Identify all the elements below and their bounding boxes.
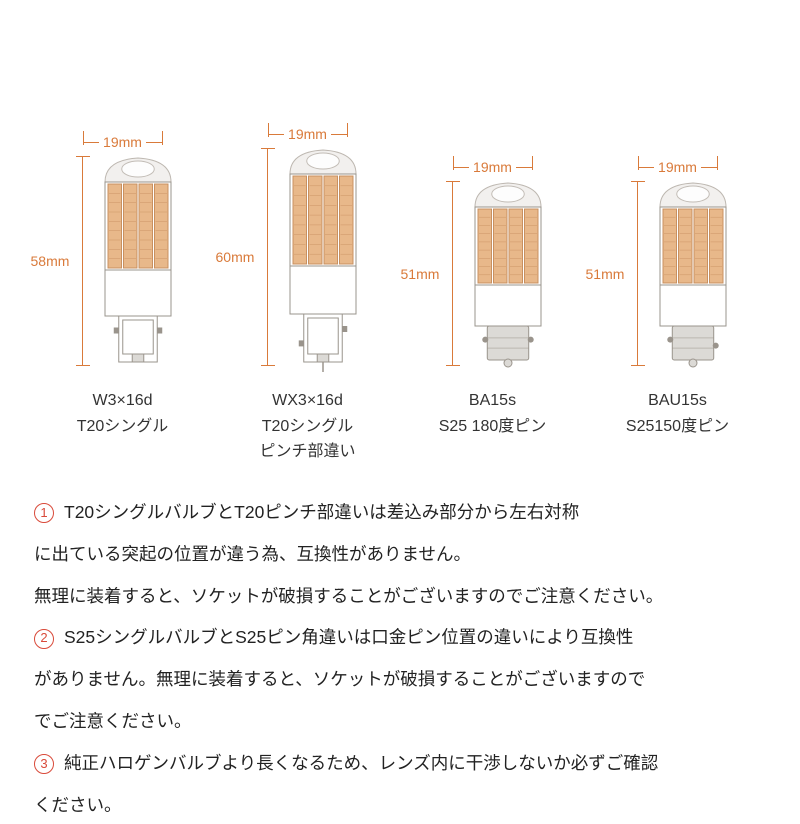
height-label: 60mm [216, 249, 255, 265]
height-label: 58mm [31, 253, 70, 269]
bulb-code: BAU15s [588, 388, 768, 414]
note-text: がありません。無理に装着すると、ソケットが破損することがございますので [34, 669, 645, 689]
width-label: 19mm [288, 126, 327, 142]
bulb-labels-row: W3×16d T20シングル WX3×16d T20シングル ピンチ部違いBA1… [30, 388, 770, 465]
bulb-illustration [101, 156, 175, 380]
height-dimension: 58mm [71, 156, 95, 366]
note-text: T20シングルバルブとT20ピンチ部違いは差込み部分から左右対称 [64, 502, 579, 522]
height-label: 51mm [586, 266, 625, 282]
width-label: 19mm [658, 159, 697, 175]
bulb-label: BAU15s S25150度ピン [588, 388, 768, 465]
bulb-name-1: S25 180度ピン [403, 414, 583, 440]
bulb-unit: 19mm 51mm [403, 159, 583, 380]
width-dimension: 19mm [268, 126, 348, 142]
note-marker-icon: 2 [34, 629, 54, 649]
height-dimension: 51mm [626, 181, 650, 366]
width-label: 19mm [103, 134, 142, 150]
bulb-unit: 19mm 51mm [588, 159, 768, 380]
bulb-label: WX3×16d T20シングル ピンチ部違い [218, 388, 398, 465]
bulb-name-1: T20シングル [33, 414, 213, 440]
height-dimension: 51mm [441, 181, 465, 366]
note-text: でご注意ください。 [34, 711, 192, 731]
height-label: 51mm [401, 266, 440, 282]
note-text: 純正ハロゲンバルブより長くなるため、レンズ内に干渉しないか必ずご確認 [64, 753, 658, 773]
bulb-code: WX3×16d [218, 388, 398, 414]
notes-section: 1 T20シングルバルブとT20ピンチ部違いは差込み部分から左右対称に出ている突起… [30, 495, 770, 824]
bulb-illustration [656, 181, 730, 380]
width-dimension: 19mm [638, 159, 718, 175]
bulb-label: W3×16d T20シングル [33, 388, 213, 465]
note-text: に出ている突起の位置が違う為、互換性がありません。 [34, 544, 471, 564]
width-label: 19mm [473, 159, 512, 175]
note-marker-icon: 3 [34, 754, 54, 774]
bulb-unit: 19mm 60mm [218, 126, 398, 380]
bulb-name-1: T20シングル [218, 414, 398, 440]
width-dimension: 19mm [453, 159, 533, 175]
bulb-illustration [471, 181, 545, 380]
note-text: ください。 [34, 795, 122, 815]
width-dimension: 19mm [83, 134, 163, 150]
bulb-illustration [286, 148, 360, 380]
bulb-label: BA15s S25 180度ピン [403, 388, 583, 465]
bulb-unit: 19mm 58mm [33, 134, 213, 380]
bulb-code: W3×16d [33, 388, 213, 414]
note-text: 無理に装着すると、ソケットが破損することがございますのでご注意ください。 [34, 586, 663, 606]
bulb-code: BA15s [403, 388, 583, 414]
bulb-name-2: ピンチ部違い [218, 439, 398, 465]
note-marker-icon: 1 [34, 503, 54, 523]
bulb-name-1: S25150度ピン [588, 414, 768, 440]
note-text: S25シングルバルブとS25ピン角違いは口金ピン位置の違いにより互換性 [64, 627, 633, 647]
height-dimension: 60mm [256, 148, 280, 366]
bulb-diagram-row: 19mm 58mm 19mm 60mm [30, 20, 770, 380]
